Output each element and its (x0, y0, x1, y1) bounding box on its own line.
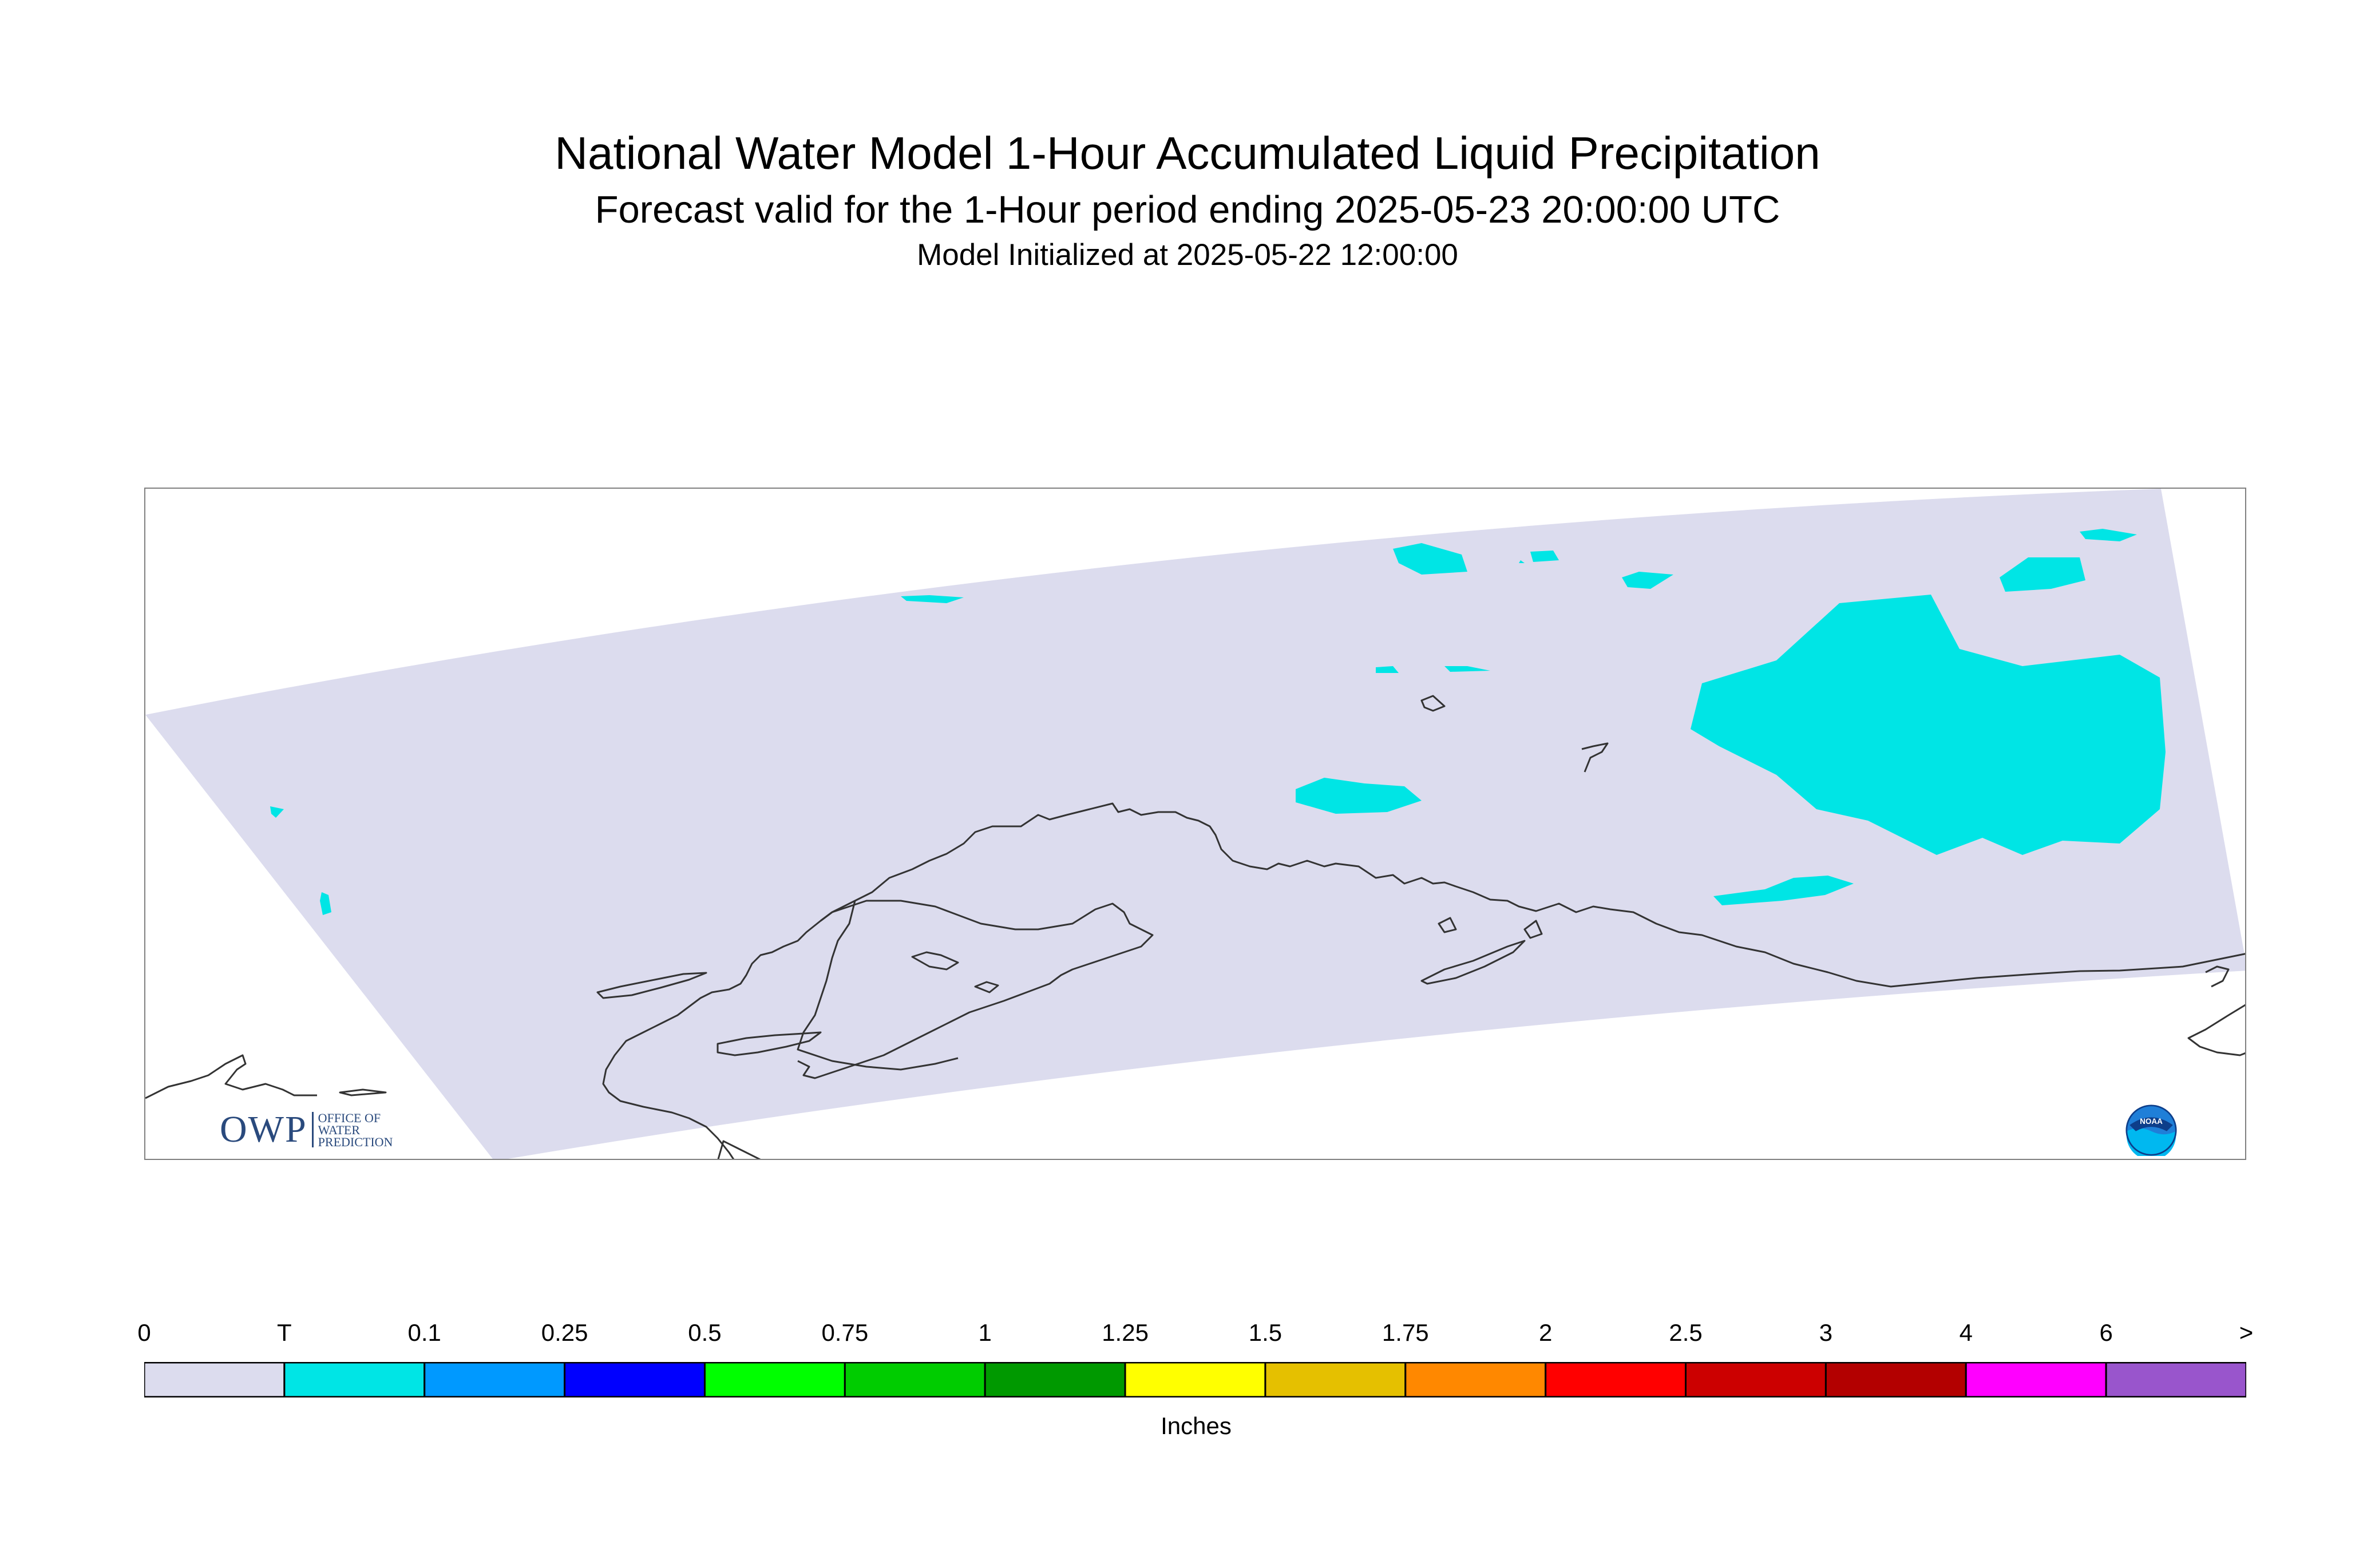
colorbar-segment (144, 1362, 286, 1397)
precip-area-se (1713, 876, 1854, 905)
colorbar-segment (1404, 1362, 1547, 1397)
colorbar-segment (283, 1362, 426, 1397)
colorbar-segment (1685, 1362, 1827, 1397)
colorbar-segment (703, 1362, 846, 1397)
colorbar-tick-label: 6 (2099, 1319, 2113, 1346)
precip-area-east (1691, 595, 2166, 855)
colorbar-segment (1124, 1362, 1266, 1397)
colorbar-segment (1965, 1362, 2107, 1397)
colorbar-tick-label: 2 (1538, 1319, 1553, 1346)
coastline-mainland (602, 802, 2245, 1159)
noaa-logo: NOAA (2125, 1104, 2177, 1156)
colorbar-segment (564, 1362, 706, 1397)
precip-areas (270, 529, 2166, 915)
colorbar-tick-label: 1.5 (1248, 1319, 1282, 1346)
colorbar-segment (984, 1362, 1126, 1397)
precip-area-small2 (1444, 666, 1490, 672)
precip-area-nne (2080, 529, 2137, 541)
colorbar-segment (1264, 1362, 1407, 1397)
colorbar (144, 1362, 2246, 1397)
colorbar-segment (1545, 1362, 1687, 1397)
coastline-east2 (2205, 965, 2230, 988)
colorbar-tick-label: 1.25 (1102, 1319, 1149, 1346)
island-5 (1438, 917, 1457, 933)
owp-mark: OWP (220, 1108, 307, 1150)
island-north-spit (1581, 742, 1609, 773)
coastline (145, 695, 2245, 1159)
coastline-sw (717, 1140, 761, 1159)
owp-logo: OWP OFFICE OF WATER PREDICTION (220, 1107, 393, 1153)
colorbar-segment (844, 1362, 986, 1397)
owp-separator (311, 1112, 314, 1147)
colorbar-tick-label: > (2239, 1319, 2254, 1346)
noaa-wordmark: NOAA (2140, 1117, 2163, 1126)
precip-area-north4 (1519, 560, 1525, 563)
island-3 (974, 981, 999, 993)
chart-title: National Water Model 1-Hour Accumulated … (555, 128, 1820, 179)
owp-text-line: OFFICE OF (318, 1110, 381, 1125)
coastline-west-spit (145, 1054, 317, 1099)
precip-area-nw (901, 595, 964, 603)
colorbar-segment (2105, 1362, 2246, 1397)
island-2 (911, 951, 959, 971)
colorbar-tick-label: 0.5 (688, 1319, 722, 1346)
colorbar-tick-label: 0.1 (407, 1319, 441, 1346)
map-panel: OWP OFFICE OF WATER PREDICTION NOAA (144, 488, 2246, 1160)
forecast-valid-subtitle: Forecast valid for the 1-Hour period end… (595, 188, 1780, 231)
island-1 (717, 1031, 822, 1056)
precip-area-west1 (270, 806, 284, 818)
colorbar-units: Inches (1161, 1412, 1232, 1439)
precip-area-ne (2000, 557, 2085, 592)
colorbar-tick-label: 0.25 (541, 1319, 588, 1346)
colorbar-tick-label: 2.5 (1669, 1319, 1703, 1346)
colorbar-tick-label: T (277, 1319, 292, 1346)
coastline-south (797, 900, 959, 1071)
precip-area-north2 (1530, 551, 1559, 562)
island-kenai (596, 972, 707, 999)
model-init-line: Model Initialized at 2025-05-22 12:00:00 (917, 238, 1458, 272)
precip-map (145, 489, 2245, 1159)
island-4 (1420, 940, 1526, 985)
colorbar-tick-label: 3 (1819, 1319, 1833, 1346)
precip-area-small1 (1376, 666, 1399, 673)
colorbar-segment (423, 1362, 566, 1397)
precip-area-mid (1296, 778, 1422, 814)
colorbar-tick-label: 1.75 (1382, 1319, 1429, 1346)
island-north-lake (1420, 695, 1446, 712)
colorbar-tick-label: 0.75 (821, 1319, 869, 1346)
colorbar-tick-label: 1 (978, 1319, 992, 1346)
precip-area-north3 (1622, 572, 1673, 589)
owp-text-line: PREDICTION (318, 1134, 393, 1149)
coastline-east (2187, 1004, 2245, 1056)
colorbar-tick-label: 0 (137, 1319, 151, 1346)
island-6 (1523, 920, 1543, 939)
owp-text-line: WATER (318, 1122, 360, 1137)
precip-area-west2 (320, 892, 331, 915)
island-west (339, 1088, 387, 1096)
precip-area-north (1393, 543, 1467, 575)
owp-text: OFFICE OF WATER PREDICTION (318, 1110, 393, 1149)
coastline-peninsula (797, 900, 1154, 1079)
model-domain (145, 489, 2245, 1159)
colorbar-segment (1824, 1362, 1967, 1397)
colorbar-tick-label: 4 (1959, 1319, 1973, 1346)
